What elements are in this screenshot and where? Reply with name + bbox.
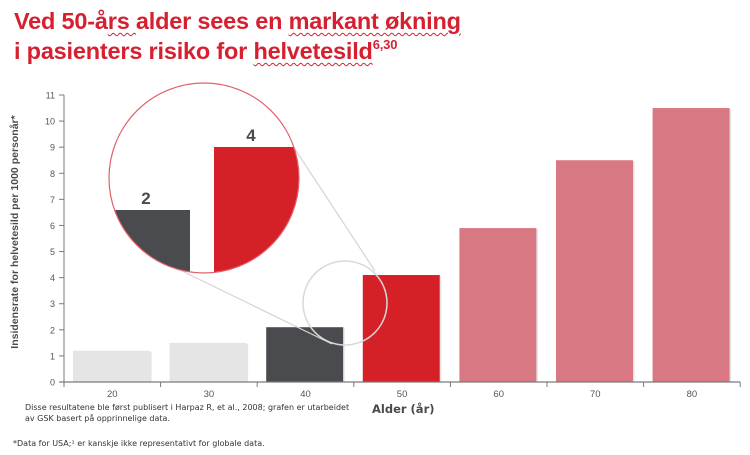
bar-shadow	[729, 109, 732, 382]
y-tick-label: 1	[50, 351, 55, 361]
inset-label-40: 2	[141, 189, 150, 208]
bar-20	[73, 350, 150, 382]
bar-shadow	[439, 276, 442, 382]
x-tick-label: 30	[204, 389, 215, 400]
zoom-inset: 24	[108, 82, 388, 346]
x-tick-label: 20	[107, 389, 118, 400]
bar-80	[652, 108, 730, 382]
y-tick-label: 9	[50, 143, 55, 153]
bar-30	[169, 342, 247, 382]
bar-shadow	[150, 351, 152, 382]
x-tick-label: 40	[300, 389, 311, 400]
bars-group	[73, 108, 732, 382]
chart-title: Ved 50-års alder sees en markant økning …	[14, 6, 461, 66]
y-axis-label: Insidensrate for helvetesild per 1000 pe…	[9, 115, 21, 349]
x-tick-label: 60	[493, 389, 504, 400]
title-line-1: Ved 50-års alder sees en markant økning	[14, 8, 461, 34]
bar-shadow	[246, 343, 249, 382]
source-note: Disse resultatene ble først publisert i …	[25, 403, 350, 423]
inset-content	[109, 83, 299, 273]
y-tick-label: 0	[50, 378, 55, 388]
x-tick-label: 70	[590, 389, 601, 400]
title-reference: 6,30	[372, 37, 398, 52]
bar-40	[266, 327, 344, 382]
title-line-2: i pasienters risiko for helvetesild6,30	[14, 37, 398, 64]
y-tick-label: 4	[50, 273, 55, 283]
y-tick-label: 11	[46, 91, 55, 101]
footnote: *Data for USA;¹ er kanskje ikke represen…	[13, 439, 265, 448]
y-tick-label: 8	[50, 169, 55, 179]
magnifier-small-circle	[302, 260, 388, 346]
y-tick-label: 10	[45, 117, 55, 127]
y-tick-label: 7	[50, 195, 55, 205]
x-axis-label: Alder (år)	[372, 402, 435, 416]
y-tick-label: 6	[50, 221, 55, 231]
inset-connector-bottom	[179, 269, 333, 345]
inset-label-50: 4	[246, 126, 256, 145]
x-tick-label: 50	[397, 389, 408, 400]
bar-70	[556, 160, 633, 382]
inset-bar-40	[109, 210, 190, 273]
bar-50	[362, 275, 440, 382]
y-tick-label: 5	[50, 247, 55, 257]
axes-group: 0 1 2 3 4 5 6 7 8 9 10 11 20 30 40 50 60 70 80	[45, 91, 741, 400]
bar-shadow	[536, 229, 538, 382]
magnifier-big-circle	[108, 82, 300, 274]
bar-60	[459, 228, 537, 382]
y-tick-label: 3	[50, 299, 55, 309]
bar-shadow	[633, 161, 635, 382]
bar-shadow	[343, 328, 345, 382]
x-tick-label: 80	[687, 389, 698, 400]
y-tick-label: 2	[50, 325, 55, 335]
